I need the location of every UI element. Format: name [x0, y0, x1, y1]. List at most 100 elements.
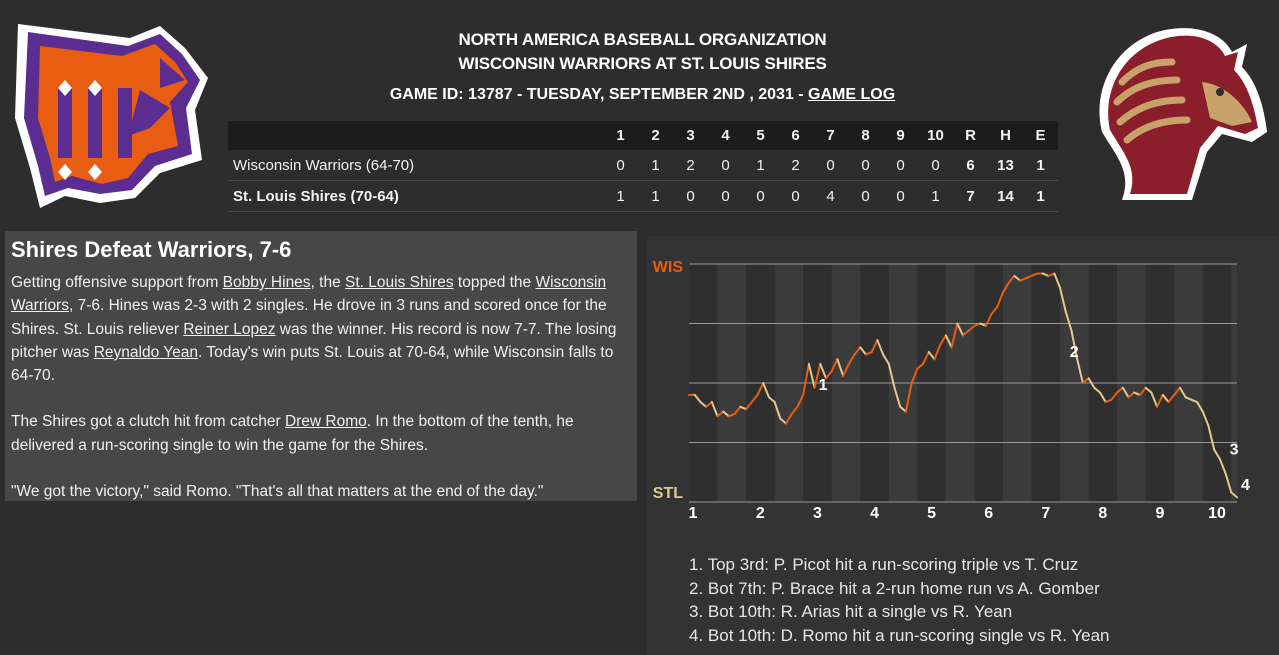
win-probability-segment — [1030, 272, 1039, 277]
x-tick-label: 6 — [984, 505, 993, 522]
win-probability-segment — [1190, 398, 1199, 404]
inning-score: 0 — [883, 150, 918, 181]
x-tick-label: 7 — [1041, 505, 1050, 522]
inning-score: 0 — [883, 180, 918, 212]
linescore-row-away: Wisconsin Warriors (64-70) 0 1 2 0 1 2 0… — [228, 150, 1058, 181]
inning-score: 0 — [673, 180, 708, 212]
win-probability-segment — [962, 329, 970, 337]
win-probability-segment — [699, 401, 708, 408]
inning-score: 0 — [813, 150, 848, 181]
inning-header: 7 — [826, 127, 835, 144]
inning-header: 6 — [791, 127, 800, 144]
win-probability-segment — [922, 351, 930, 365]
inning-score: 0 — [708, 180, 743, 212]
win-probability-segment — [785, 412, 793, 425]
win-probability-segment — [762, 382, 770, 399]
key-play-item: 1. Top 3rd: P. Picot hit a run-scoring t… — [689, 555, 1079, 574]
away-runs: 6 — [953, 150, 988, 181]
win-probability-segment — [1218, 458, 1227, 475]
win-probability-segment — [847, 353, 856, 365]
matchup-title: WISCONSIN WARRIORS AT ST. LOUIS SHIRES — [458, 54, 827, 73]
win-probability-segment — [1207, 424, 1216, 451]
win-probability-segment — [1213, 448, 1221, 461]
story-text: . In the bottom of the tenth, he deliver… — [11, 413, 574, 454]
event-marker-label: 3 — [1230, 441, 1239, 458]
home-runs: 7 — [953, 180, 988, 212]
win-probability-segment — [893, 386, 902, 408]
win-probability-segment — [950, 322, 959, 349]
win-probability-segment — [1059, 286, 1067, 313]
win-probability-segment — [990, 305, 999, 315]
player-link-bobby-hines[interactable]: Bobby Hines — [222, 274, 311, 291]
win-probability-segment — [1087, 377, 1096, 389]
st-louis-shires-logo[interactable] — [1082, 22, 1272, 202]
away-errors: 1 — [1023, 150, 1058, 181]
win-probability-segment — [825, 370, 833, 380]
key-play-item: 2. Bot 7th: P. Brace hit a 2-run home ru… — [689, 578, 1100, 598]
wisconsin-warriors-logo[interactable] — [10, 18, 210, 208]
win-probability-segment — [836, 358, 845, 377]
win-probability-segment — [727, 412, 736, 418]
inning-header: 4 — [721, 127, 730, 144]
win-probability-segment — [1070, 329, 1079, 361]
win-probability-segment — [910, 367, 919, 384]
win-probability-segment — [984, 312, 993, 327]
win-probability-segment — [807, 362, 816, 389]
win-probability-segment — [973, 322, 982, 327]
inning-header: 9 — [896, 127, 905, 144]
game-id-line: GAME ID: 13787 - TUESDAY, SEPTEMBER 2ND … — [230, 84, 1055, 106]
win-probability-segment — [767, 396, 776, 404]
inning-header: 8 — [861, 127, 870, 144]
win-probability-segment — [1156, 393, 1164, 408]
player-link-reiner-lopez[interactable]: Reiner Lopez — [183, 320, 276, 338]
player-link-reynaldo-yean[interactable]: Reynaldo Yean — [93, 343, 198, 361]
x-tick-label: 1 — [689, 505, 698, 522]
x-tick-label: 9 — [1155, 505, 1164, 522]
story-text: Getting offensive support from — [11, 274, 223, 291]
win-probability-segment — [1041, 272, 1050, 277]
win-probability-segment — [1144, 386, 1153, 394]
win-probability-segment — [733, 405, 742, 415]
win-probability-segment — [864, 351, 873, 356]
x-tick-label: 4 — [870, 505, 879, 522]
win-probability-segment — [956, 322, 964, 337]
win-probability-segment — [1116, 386, 1124, 394]
win-probability-segment — [996, 291, 1004, 308]
runs-header: R — [965, 127, 976, 144]
win-probability-segment — [1093, 386, 1101, 394]
player-link-drew-romo[interactable]: Drew Romo — [284, 413, 367, 431]
win-probability-segment — [1230, 491, 1238, 499]
inning-score: 0 — [848, 180, 883, 212]
inning-score: 4 — [813, 180, 848, 212]
key-plays-list: 1. Top 3rd: P. Picot hit a run-scoring t… — [689, 553, 1110, 647]
win-probability-segment — [813, 362, 822, 389]
inning-score: 1 — [603, 180, 638, 212]
win-probability-segment — [716, 410, 725, 418]
win-probability-segment — [967, 324, 976, 332]
win-probability-segment — [1127, 391, 1136, 399]
win-probability-segment — [1196, 401, 1204, 413]
team-link-st-louis-shires[interactable]: St. Louis Shires — [345, 274, 454, 291]
win-probability-segment — [830, 358, 839, 373]
errors-header: E — [1035, 127, 1046, 144]
win-probability-segment — [1184, 396, 1193, 401]
game-header: NORTH AMERICA BASEBALL ORGANIZATION WISC… — [230, 28, 1055, 106]
organization-title: NORTH AMERICA BASEBALL ORGANIZATION — [458, 30, 827, 49]
win-probability-segment — [756, 382, 765, 396]
win-probability-segment — [802, 362, 810, 396]
x-tick-label: 2 — [756, 505, 765, 522]
win-probability-segment — [876, 339, 885, 356]
win-probability-segment — [842, 362, 850, 377]
win-probability-segment — [745, 401, 753, 411]
win-probability-segment — [1161, 393, 1170, 404]
story-text: topped the — [453, 274, 536, 291]
win-probability-segment — [1178, 386, 1187, 399]
win-probability-segment — [1167, 393, 1176, 404]
team-link-wisconsin-warriors[interactable]: Wisconsin Warriors — [11, 274, 607, 315]
win-probability-segment — [927, 351, 936, 361]
win-probability-segment — [1081, 377, 1090, 384]
win-probability-segment — [790, 405, 799, 415]
axis-label-bottom: STL — [653, 485, 683, 502]
win-probability-segment — [1053, 272, 1062, 289]
game-log-link[interactable]: GAME LOG — [808, 86, 896, 103]
